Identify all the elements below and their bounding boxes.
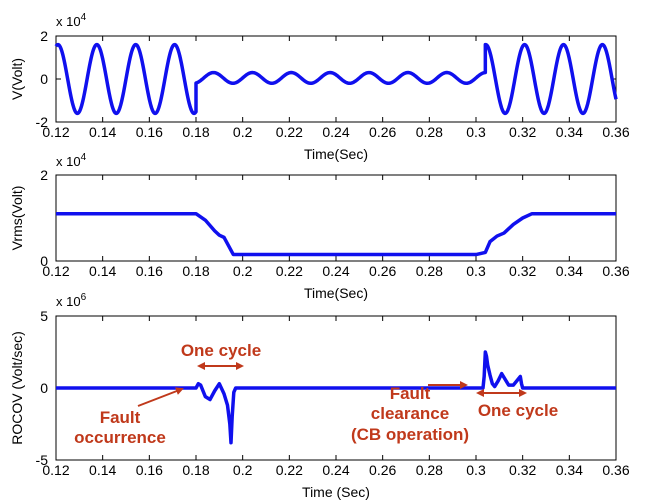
rocov-y-tick-label: 5: [40, 308, 48, 324]
voltage-x-tick-label: 0.22: [276, 124, 303, 140]
vrms-x-tick-label: 0.18: [182, 263, 209, 279]
vrms-x-tick-label: 0.14: [89, 263, 116, 279]
rocov-x-tick-label: 0.32: [509, 462, 536, 478]
vrms-y-tick-label: 2: [40, 167, 48, 183]
vrms-x-tick-label: 0.12: [42, 263, 69, 279]
rocov-x-tick-label: 0.16: [136, 462, 163, 478]
voltage-x-tick-label: 0.16: [136, 124, 163, 140]
voltage-x-tick-label: 0.24: [322, 124, 349, 140]
rocov-x-tick-label: 0.22: [276, 462, 303, 478]
rocov-x-tick-label: 0.2: [233, 462, 253, 478]
vrms-x-tick-label: 0.34: [556, 263, 583, 279]
voltage-x-tick-label: 0.34: [556, 124, 583, 140]
vrms-plot-frame: [55, 174, 617, 262]
rocov-x-tick-label: 0.18: [182, 462, 209, 478]
vrms-y-axis-label: Vrms(Volt): [9, 186, 25, 251]
rocov-x-tick-label: 0.28: [416, 462, 443, 478]
rocov-ticks: 0.12 0.14 0.16 0.18 0.2 0.22 0.24 0.26 0.28 0.3 0.…: [36, 308, 630, 478]
rocov-x-tick-label: 0.36: [602, 462, 629, 478]
voltage-x-tick-label: 0.26: [369, 124, 396, 140]
annotation-fault-occurrence-line2: occurrence: [74, 428, 166, 447]
vrms-x-tick-label: 0.28: [416, 263, 443, 279]
rocov-x-tick-label: 0.3: [466, 462, 486, 478]
voltage-series-line: [54, 42, 618, 116]
rocov-x-axis-label: Time (Sec): [302, 484, 370, 500]
rocov-panel: 0.12 0.14 0.16 0.18 0.2 0.22 0.24 0.26 0.28 0.3 0.…: [9, 292, 630, 500]
vrms-x-tick-label: 0.22: [276, 263, 303, 279]
vrms-x-tick-label: 0.32: [509, 263, 536, 279]
voltage-x-tick-label: 0.2: [233, 124, 253, 140]
vrms-x-tick-label: 0.36: [602, 263, 629, 279]
voltage-x-tick-label: 0.36: [602, 124, 629, 140]
vrms-y-tick-label: 0: [40, 253, 48, 269]
vrms-x-tick-label: 0.3: [466, 263, 486, 279]
vrms-x-tick-label: 0.16: [136, 263, 163, 279]
annotation-one-cycle-left: One cycle: [181, 341, 261, 360]
voltage-y-tick-label: 2: [40, 28, 48, 44]
annotation-fault-clearance-line1: Fault: [390, 384, 431, 403]
voltage-panel: 0.12 0.14 0.16 0.18 0.2 0.22 0.24 0.26 0.28 0.3 0.…: [9, 12, 630, 162]
rocov-series-line: [56, 350, 616, 445]
annotation-fault-occurrence-line1: Fault: [100, 408, 141, 427]
rocov-y-tick-label: -5: [36, 452, 49, 468]
voltage-x-axis-label: Time(Sec): [304, 146, 368, 162]
annotation-one-cycle-right: One cycle: [478, 401, 558, 420]
voltage-x-tick-label: 0.3: [466, 124, 486, 140]
rocov-x-tick-label: 0.12: [42, 462, 69, 478]
voltage-y-tick-label: 0: [40, 71, 48, 87]
vrms-multiplier: x 104: [56, 152, 87, 169]
vrms-series-line: [56, 211, 616, 257]
rocov-multiplier: x 106: [56, 292, 87, 309]
vrms-ticks: 0.12 0.14 0.16 0.18 0.2 0.22 0.24 0.26 0.28 0.3 0.…: [40, 167, 630, 279]
rocov-y-tick-label: 0: [40, 380, 48, 396]
annotation-fault-clearance-line3: (CB operation): [351, 425, 469, 444]
voltage-x-tick-label: 0.18: [182, 124, 209, 140]
voltage-multiplier: x 104: [56, 12, 87, 29]
voltage-y-axis-label: V(Volt): [9, 58, 25, 100]
voltage-x-tick-label: 0.28: [416, 124, 443, 140]
rocov-y-axis-label: ROCOV (Volt/sec): [9, 331, 25, 445]
rocov-x-tick-label: 0.24: [322, 462, 349, 478]
voltage-ticks: 0.12 0.14 0.16 0.18 0.2 0.22 0.24 0.26 0.28 0.3 0.…: [36, 28, 630, 140]
fault-occurrence-arrow: [137, 387, 184, 407]
voltage-x-tick-label: 0.14: [89, 124, 116, 140]
annotations: One cycle Fault occurrence Fault clearan…: [74, 341, 558, 447]
vrms-x-axis-label: Time(Sec): [304, 285, 368, 301]
vrms-x-tick-label: 0.24: [322, 263, 349, 279]
voltage-x-tick-label: 0.32: [509, 124, 536, 140]
voltage-x-tick-label: 0.12: [42, 124, 69, 140]
rocov-x-tick-label: 0.14: [89, 462, 116, 478]
vrms-x-tick-label: 0.2: [233, 263, 253, 279]
rocov-x-tick-label: 0.26: [369, 462, 396, 478]
vrms-x-tick-label: 0.26: [369, 263, 396, 279]
annotation-fault-clearance-line2: clearance: [371, 404, 449, 423]
vrms-panel: 0.12 0.14 0.16 0.18 0.2 0.22 0.24 0.26 0.28 0.3 0.…: [9, 152, 630, 301]
rocov-x-tick-label: 0.34: [556, 462, 583, 478]
voltage-y-tick-label: -2: [36, 114, 49, 130]
